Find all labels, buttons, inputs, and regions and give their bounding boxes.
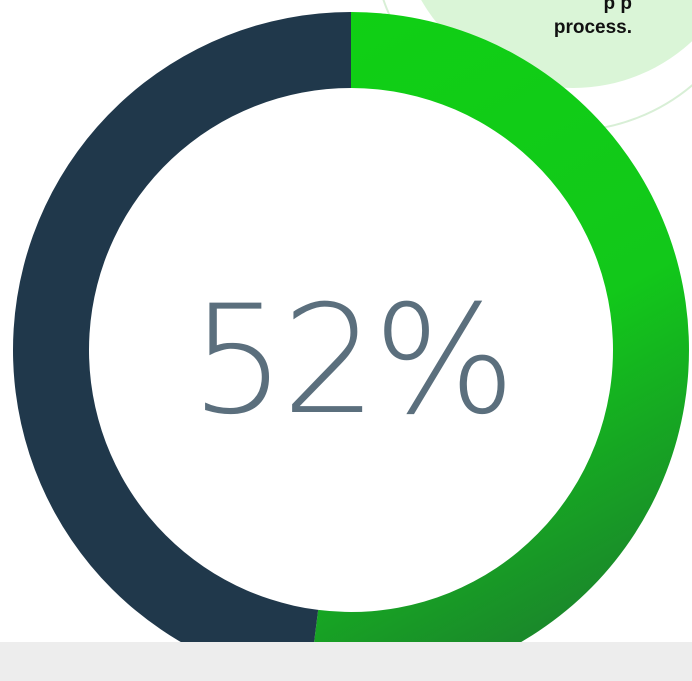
center-percentage: 52% [190, 274, 511, 448]
donut-segment-remaining [13, 12, 351, 681]
donut-segments [13, 12, 689, 681]
donut-segment-filled [309, 12, 689, 681]
bottom-band [0, 642, 692, 681]
callout-text: p​ p process. [553, 0, 632, 38]
